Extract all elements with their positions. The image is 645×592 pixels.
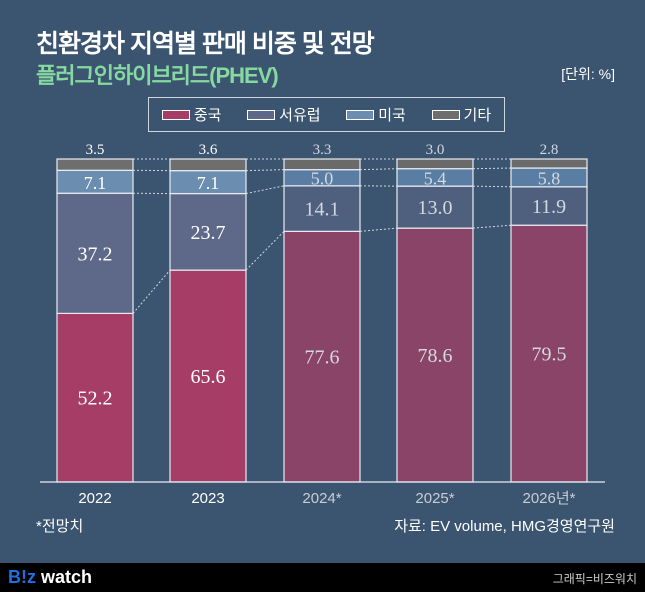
- data-label: 79.5: [532, 344, 567, 366]
- x-tick-label: 2023: [191, 490, 224, 507]
- legend-label: 미국: [378, 107, 406, 124]
- forecast-note: *전망치: [36, 518, 84, 535]
- connector-line: [472, 185, 512, 188]
- data-label: 37.2: [78, 243, 113, 265]
- data-label: 3.3: [313, 142, 332, 158]
- data-label: 2.8: [540, 142, 559, 158]
- bar-segment-other: [396, 158, 474, 170]
- legend-swatch: [431, 109, 460, 120]
- connector-line: [359, 168, 398, 171]
- data-label: 23.7: [191, 222, 226, 244]
- legend: 중국 서유럽 미국 기타: [148, 97, 505, 132]
- bar-segment-china: [396, 227, 474, 483]
- x-tick-label: 2022: [78, 490, 111, 507]
- data-label: 5.4: [424, 168, 447, 188]
- data-label: 65.6: [191, 366, 226, 388]
- bar-segment-europe: [283, 185, 361, 232]
- data-label: 13.0: [418, 197, 453, 219]
- connector-line: [245, 185, 285, 195]
- data-label: 7.1: [84, 173, 107, 193]
- legend-item-us: 미국: [346, 104, 406, 125]
- bar-segment-europe: [396, 185, 474, 229]
- connector-line: [132, 269, 171, 314]
- bar-segment-other: [283, 158, 361, 171]
- bar-segment-europe: [510, 186, 588, 226]
- bar-segment-other: [510, 158, 588, 169]
- bar-segment-europe: [169, 192, 247, 271]
- unit-label: [단위: %]: [561, 66, 615, 82]
- data-label: 14.1: [305, 199, 340, 221]
- legend-item-other: 기타: [431, 104, 492, 125]
- connector-line: [472, 224, 512, 229]
- data-label: 3.5: [86, 142, 105, 158]
- connector-line: [359, 227, 398, 232]
- data-label: 3.0: [426, 142, 445, 158]
- bar-segment-other: [169, 158, 247, 172]
- legend-swatch: [247, 109, 276, 120]
- bar-segment-other: [56, 158, 134, 171]
- bar-segment-china: [283, 230, 361, 483]
- legend-label: 서유럽: [279, 107, 321, 124]
- connector-line: [472, 167, 512, 170]
- data-label: 3.6: [199, 142, 218, 158]
- bizwatch-logo: B!z watch: [8, 567, 93, 587]
- x-tick-label: 2026년*: [522, 490, 575, 507]
- data-label: 11.9: [532, 196, 566, 218]
- chart-subtitle: 플러그인하이브리드(PHEV): [36, 63, 279, 88]
- bar-segment-china: [510, 224, 588, 483]
- data-label: 7.1: [197, 173, 220, 193]
- legend-label: 중국: [193, 107, 222, 124]
- data-label: 77.6: [305, 347, 340, 369]
- legend-item-china: 중국: [161, 104, 222, 125]
- data-label: 5.8: [538, 168, 561, 188]
- data-label: 78.6: [418, 345, 453, 367]
- legend-swatch: [161, 109, 190, 120]
- chart-title: 친환경차 지역별 판매 비중 및 전망: [36, 30, 375, 58]
- data-label: 52.2: [78, 388, 113, 410]
- data-label: 5.0: [311, 169, 334, 189]
- legend-item-europe: 서유럽: [247, 104, 321, 125]
- legend-label: 기타: [463, 107, 492, 124]
- graphic-credit: 그래픽=비즈워치: [552, 572, 637, 586]
- x-tick-label: 2024*: [302, 490, 341, 507]
- connector-line: [245, 231, 285, 271]
- legend-swatch: [346, 109, 375, 120]
- footer: B!z watch 그래픽=비즈워치: [0, 563, 645, 592]
- connector-line: [245, 169, 285, 172]
- source-note: 자료: EV volume, HMG경영연구원: [394, 518, 615, 535]
- x-tick-label: 2025*: [415, 490, 454, 507]
